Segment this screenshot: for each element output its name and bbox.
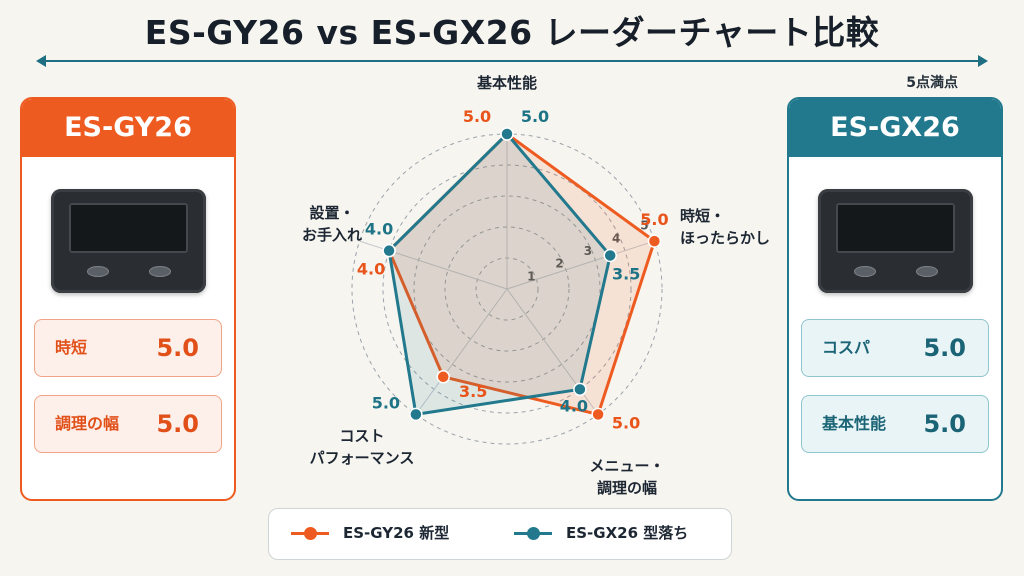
data-label: 4.0: [560, 396, 588, 415]
series-0-point: [436, 370, 450, 384]
axis-label: 調理の幅: [597, 479, 657, 497]
data-label: 5.0: [521, 107, 549, 126]
metric-label: コスパ: [822, 338, 871, 357]
metric-box: コスパ 5.0: [801, 319, 989, 377]
axis-label: メニュー・: [589, 457, 664, 475]
legend-swatch-icon: [514, 527, 552, 540]
product-image: [818, 189, 973, 293]
scale-note: 5点満点: [906, 75, 958, 91]
metric-box: 時短 5.0: [34, 319, 222, 377]
legend-swatch-icon: [291, 527, 329, 540]
device-screen: [836, 203, 955, 253]
axis-label: 基本性能: [476, 74, 537, 92]
tick-label: 4: [612, 231, 620, 245]
series-1-point: [603, 248, 617, 263]
metric-value: 5.0: [156, 334, 199, 362]
title-divider: [44, 60, 980, 62]
data-label: 4.0: [357, 260, 385, 279]
card-title: ES-GX26: [789, 99, 1001, 157]
page-title: ES-GY26 vs ES-GX26 レーダーチャート比較: [144, 13, 880, 52]
axis-spoke: [415, 288, 508, 415]
series-1-point: [382, 243, 396, 258]
legend-item-gx26: ES-GX26 型落ち: [514, 509, 688, 558]
data-label: 5.0: [372, 393, 400, 412]
tick-label: 2: [555, 257, 563, 271]
metric-value: 5.0: [156, 410, 199, 438]
axis-label: 設置・: [309, 204, 354, 222]
chart-legend: ES-GY26 新型 ES-GX26 型落ち: [268, 508, 732, 560]
axis-label: ほったらかし: [680, 229, 770, 247]
data-label: 4.0: [365, 220, 393, 239]
data-label: 3.5: [612, 264, 640, 283]
tick-label: 3: [584, 244, 592, 258]
metric-box: 基本性能 5.0: [801, 395, 989, 453]
device-button-icon: [149, 266, 171, 277]
tick-label: 1: [527, 269, 535, 283]
series-1-area: [387, 132, 612, 416]
axis-label: お手入れ: [302, 226, 362, 244]
divider-left-arrow-icon: [36, 55, 46, 67]
device-button-icon: [87, 266, 109, 277]
series-1-point: [409, 407, 423, 422]
series-1-point: [573, 382, 587, 397]
metric-label: 調理の幅: [55, 414, 120, 433]
data-label: 5.0: [612, 413, 640, 432]
legend-label: ES-GY26 新型: [343, 524, 450, 542]
metric-value: 5.0: [923, 410, 966, 438]
legend-item-gy26: ES-GY26 新型: [291, 509, 449, 558]
axis-label: パフォーマンス: [310, 449, 415, 467]
metric-label: 基本性能: [822, 414, 887, 433]
divider-right-arrow-icon: [978, 55, 988, 67]
metric-label: 時短: [55, 338, 88, 357]
tick-label: 5: [640, 219, 648, 233]
card-title: ES-GY26: [22, 99, 234, 157]
data-label: 3.5: [459, 382, 487, 401]
device-button-icon: [916, 266, 938, 277]
grid-ring: [413, 195, 601, 383]
axis-label: 時短・: [680, 207, 725, 225]
device-screen: [69, 203, 188, 253]
axis-label: コスト: [339, 427, 384, 445]
data-label: 5.0: [463, 107, 491, 126]
data-label: 5.0: [640, 210, 668, 229]
legend-label: ES-GX26 型落ち: [566, 524, 689, 542]
series-1-point: [500, 127, 514, 141]
series-0-point: [591, 407, 605, 422]
product-image: [51, 189, 206, 293]
metric-box: 調理の幅 5.0: [34, 395, 222, 453]
product-card-gy26: ES-GY26 時短 5.0 調理の幅 5.0: [20, 97, 236, 501]
radar-chart: 123455.05.05.03.54.05.03.54.05.04.0基本性能時…: [302, 74, 770, 497]
product-card-gx26: ES-GX26 コスパ 5.0 基本性能 5.0: [787, 97, 1003, 501]
series-0-point: [647, 234, 662, 248]
metric-value: 5.0: [923, 334, 966, 362]
axis-spoke: [506, 240, 655, 290]
device-button-icon: [854, 266, 876, 277]
